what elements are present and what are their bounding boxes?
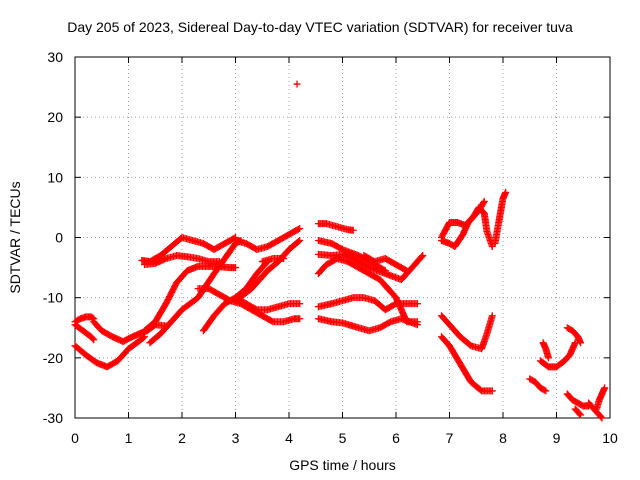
x-tick-label: 1: [125, 430, 133, 446]
data-point: [413, 318, 421, 326]
series-arc-o: [314, 220, 357, 234]
data-point: [215, 258, 223, 266]
series-arc-x: [437, 203, 496, 251]
data-point: [577, 411, 585, 419]
series-outlier: [293, 80, 301, 88]
grid: [75, 57, 610, 418]
series-arc-ad: [539, 339, 552, 362]
x-tick-label: 2: [178, 430, 186, 446]
series-arc-ae: [563, 324, 585, 347]
x-tick-label: 4: [285, 430, 293, 446]
series-arc-a: [71, 313, 98, 326]
y-tick-label: 30: [47, 49, 63, 65]
series-arc-z: [437, 312, 496, 353]
chart-title: Day 205 of 2023, Sidereal Day-to-day VTE…: [67, 19, 573, 35]
data-point: [294, 225, 302, 233]
data-point: [280, 255, 288, 263]
data-point: [349, 226, 357, 234]
series-arc-ac: [536, 339, 579, 371]
data-point: [293, 80, 301, 88]
data-point: [601, 384, 609, 392]
y-tick-label: 20: [47, 109, 63, 125]
series-arc-v: [381, 282, 421, 326]
data-point: [413, 300, 421, 308]
series-arc-b: [71, 321, 98, 344]
series-arc-ai: [593, 384, 609, 413]
data-point: [401, 266, 409, 274]
x-tick-label: 5: [339, 430, 347, 446]
data-point: [544, 354, 552, 362]
data-point: [139, 334, 147, 342]
y-tick-label: -10: [43, 290, 63, 306]
data-point: [90, 336, 98, 344]
series-arc-g: [138, 234, 239, 266]
data-point: [419, 252, 427, 260]
data-point: [296, 315, 304, 323]
data-point: [403, 267, 411, 275]
data-point: [296, 224, 304, 232]
data-point: [232, 264, 239, 272]
data-layer: [71, 80, 609, 422]
data-point: [542, 387, 550, 395]
data-point: [488, 312, 496, 320]
data-point: [576, 410, 584, 418]
data-point: [480, 199, 488, 207]
data-point: [296, 237, 304, 245]
series-arc-aa: [437, 333, 496, 395]
data-point: [141, 333, 149, 341]
series-arc-y: [491, 188, 510, 248]
data-point: [295, 238, 303, 246]
x-tick-label: 10: [602, 430, 618, 446]
data-point: [418, 253, 426, 261]
series-arc-e: [141, 262, 239, 335]
y-tick-label: 0: [55, 230, 63, 246]
axis-ticks: 0 1 2 3 4 5 6 7 8 9 10 -30 -20 -10 0 10 20 30: [43, 49, 618, 446]
series-arc-ag: [571, 405, 585, 419]
series-arc-af: [563, 390, 593, 410]
series-arc-n: [258, 255, 288, 266]
y-axis-label: SDTVAR / TECUs: [7, 181, 23, 293]
x-axis-label: GPS time / hours: [289, 457, 396, 473]
data-point: [597, 413, 605, 421]
series-arc-d: [71, 333, 149, 371]
data-point: [577, 339, 585, 347]
series-arc-s: [360, 252, 411, 275]
series-arc-m: [232, 224, 304, 254]
series-arc-ab: [526, 375, 550, 395]
y-tick-label: 10: [47, 169, 63, 185]
data-point: [598, 414, 606, 422]
data-point: [540, 386, 548, 394]
x-tick-label: 8: [499, 430, 507, 446]
data-point: [502, 188, 510, 196]
series-arc-h: [141, 252, 223, 269]
series-arc-l: [232, 237, 304, 305]
x-tick-label: 0: [71, 430, 79, 446]
x-tick-label: 7: [446, 430, 454, 446]
y-tick-label: -20: [43, 350, 63, 366]
x-tick-label: 9: [553, 430, 561, 446]
series-arc-t: [314, 294, 421, 314]
data-point: [89, 335, 97, 343]
data-point: [488, 387, 496, 395]
data-point: [296, 300, 304, 308]
series-arc-q: [314, 250, 427, 284]
x-tick-label: 3: [232, 430, 240, 446]
x-tick-label: 6: [392, 430, 400, 446]
data-point: [480, 197, 488, 205]
y-tick-label: -30: [43, 410, 63, 426]
series-arc-k: [199, 258, 272, 335]
